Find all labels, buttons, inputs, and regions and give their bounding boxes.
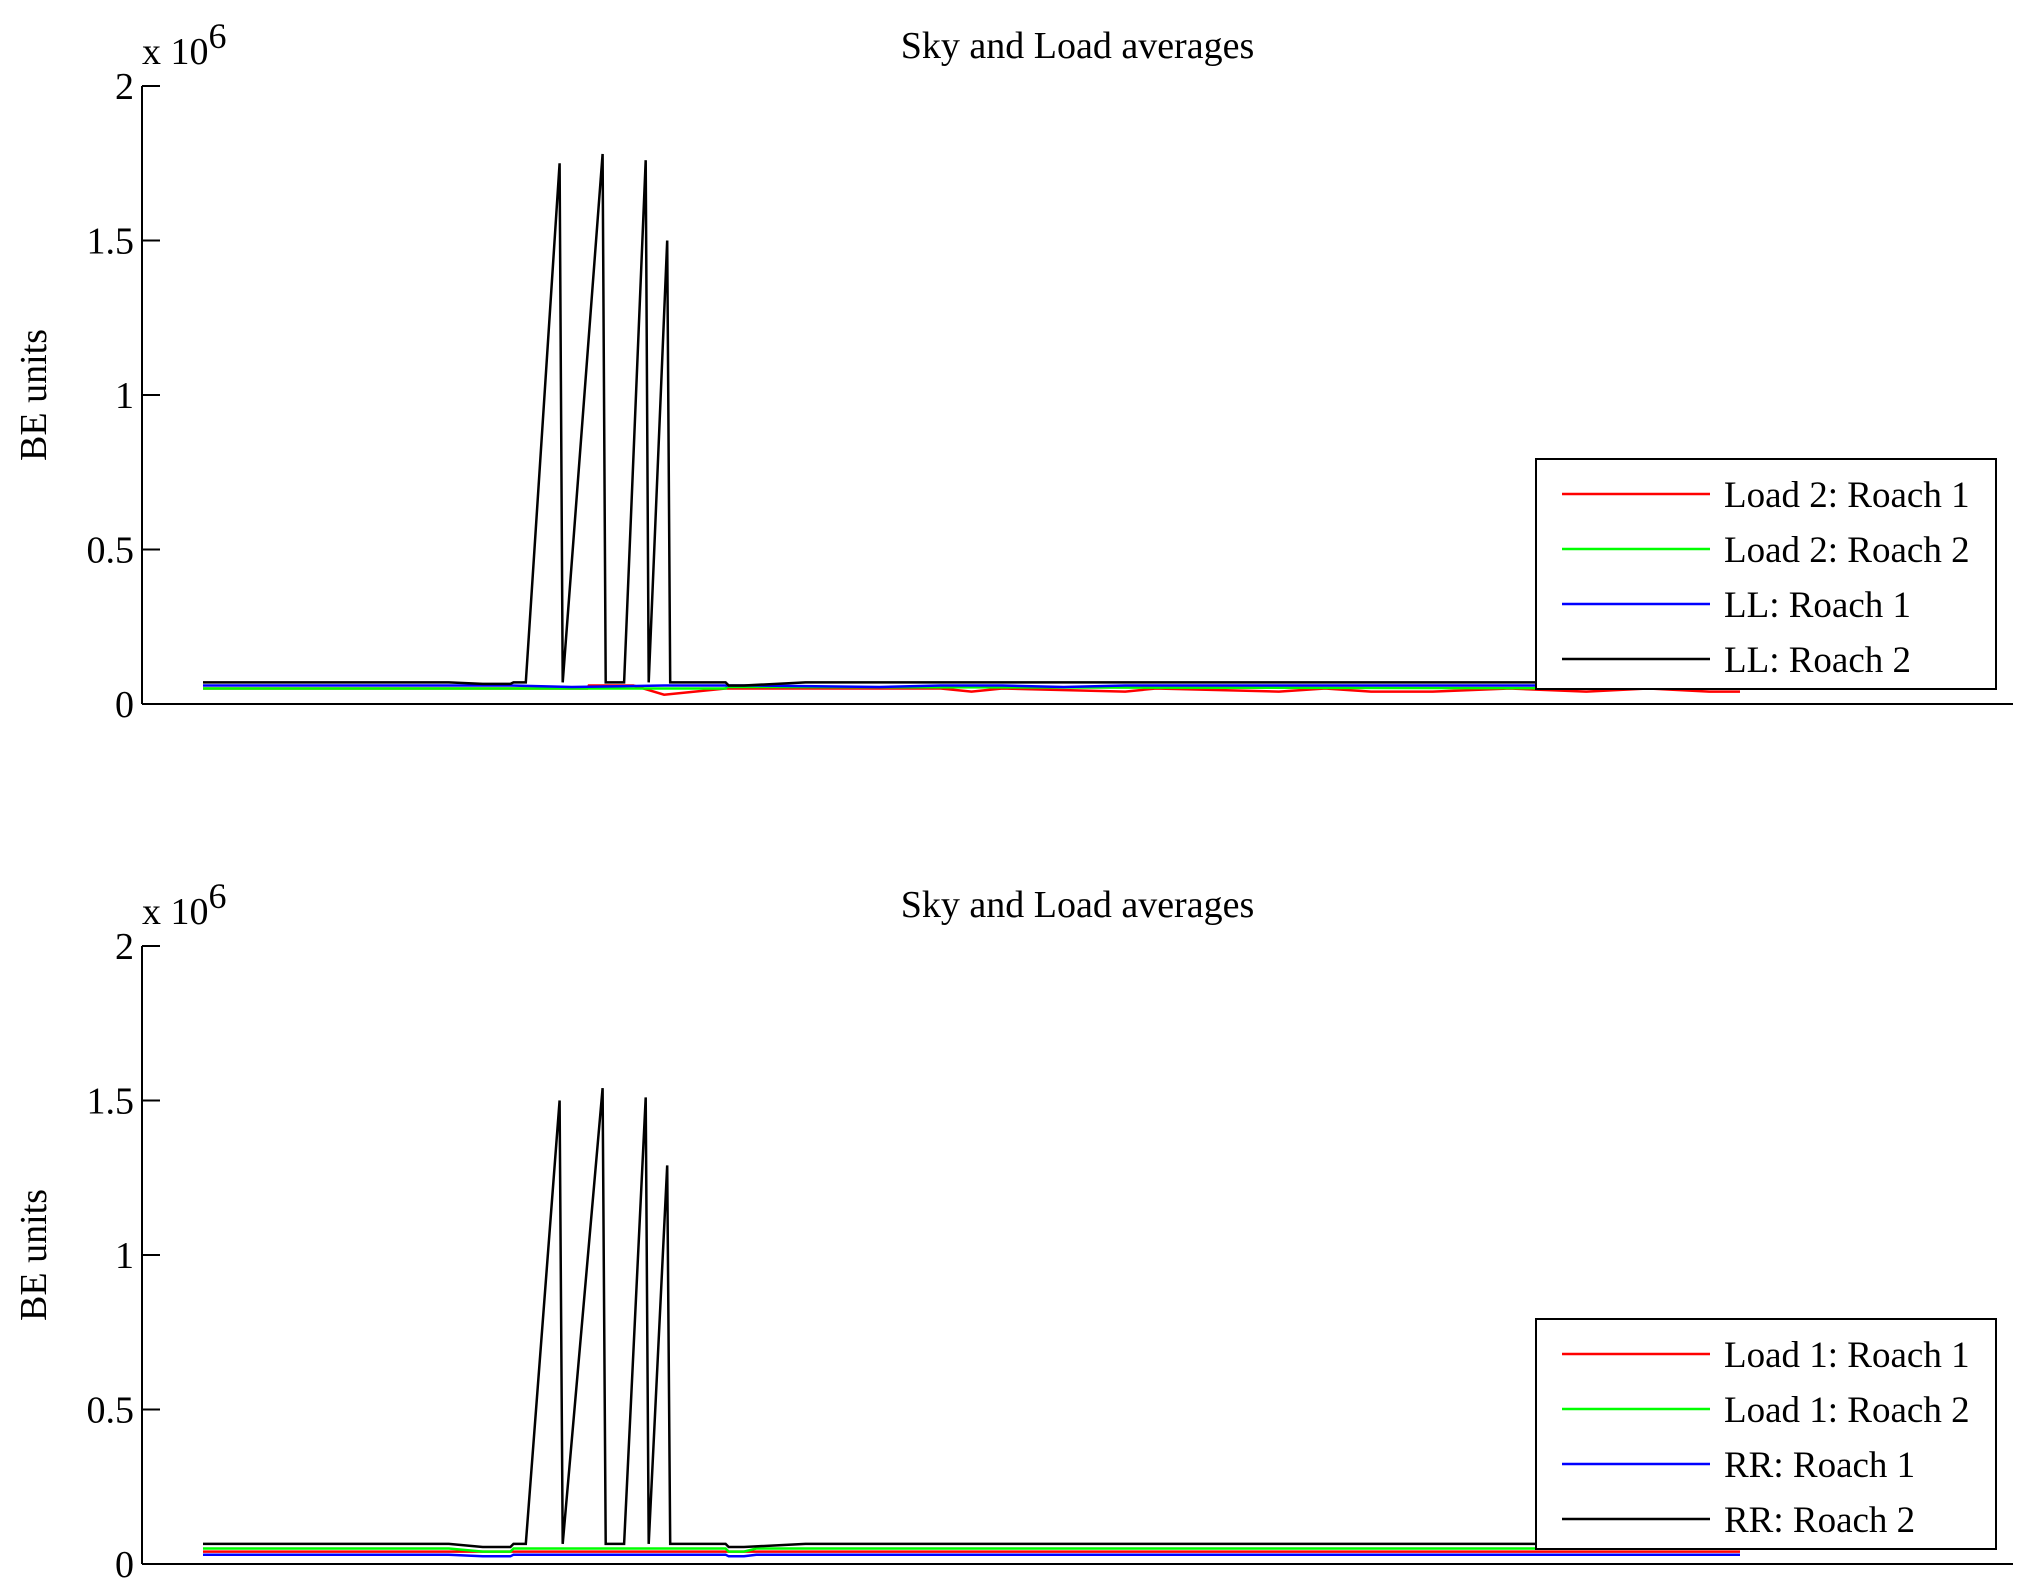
y-multiplier-base: x 10 bbox=[142, 31, 209, 73]
legend: Load 2: Roach 1 Load 2: Roach 2 LL: Roach … bbox=[1535, 458, 1997, 690]
y-tick-label: 1 bbox=[115, 375, 134, 417]
series-line-4 bbox=[203, 153, 1740, 687]
y-multiplier-base: x 10 bbox=[142, 891, 209, 933]
legend-label: RR: Roach 1 bbox=[1724, 1445, 1915, 1486]
y-axis-label: BE units bbox=[13, 329, 55, 461]
legend-label: LL: Roach 2 bbox=[1724, 640, 1911, 681]
series-line-2 bbox=[203, 685, 1741, 690]
y-tick-label: 0 bbox=[115, 684, 134, 726]
legend-label: Load 2: Roach 1 bbox=[1724, 475, 1970, 516]
chart-top: Sky and Load averages BE units x 106 0 0.5 1 1… bbox=[13, 16, 2013, 726]
legend-label: LL: Roach 1 bbox=[1724, 585, 1911, 626]
legend-label: RR: Roach 2 bbox=[1724, 1500, 1915, 1541]
chart-title: Sky and Load averages bbox=[901, 884, 1255, 926]
series-line-4 bbox=[203, 1087, 1740, 1549]
series-line-2 bbox=[203, 1547, 1740, 1553]
legend-label: Load 1: Roach 2 bbox=[1724, 1390, 1970, 1431]
y-multiplier-label: x 106 bbox=[142, 16, 227, 73]
legend-box bbox=[1535, 1318, 1997, 1550]
y-tick-label: 0.5 bbox=[87, 1390, 135, 1432]
series-line-3 bbox=[203, 1553, 1740, 1558]
y-multiplier-exponent: 6 bbox=[209, 16, 227, 56]
chart-bottom: Sky and Load averages BE units x 106 0 0.5 1 1… bbox=[13, 876, 2013, 1586]
legend-box bbox=[1535, 458, 1997, 690]
chart-title: Sky and Load averages bbox=[901, 25, 1255, 67]
y-tick-label: 0 bbox=[115, 1544, 134, 1586]
y-axis-label: BE units bbox=[13, 1189, 55, 1321]
legend: Load 1: Roach 1 Load 1: Roach 2 RR: Roach … bbox=[1535, 1318, 1997, 1550]
y-tick-label: 1.5 bbox=[87, 1081, 135, 1123]
y-multiplier-label: x 106 bbox=[142, 876, 227, 933]
y-tick-label: 1 bbox=[115, 1235, 134, 1277]
legend-label: Load 2: Roach 2 bbox=[1724, 530, 1970, 571]
y-tick-label: 2 bbox=[115, 66, 134, 108]
legend-label: Load 1: Roach 1 bbox=[1724, 1335, 1970, 1376]
y-multiplier-exponent: 6 bbox=[209, 876, 227, 916]
y-tick-label: 1.5 bbox=[87, 221, 135, 263]
y-tick-label: 0.5 bbox=[87, 530, 135, 572]
y-tick-label: 2 bbox=[115, 926, 134, 968]
